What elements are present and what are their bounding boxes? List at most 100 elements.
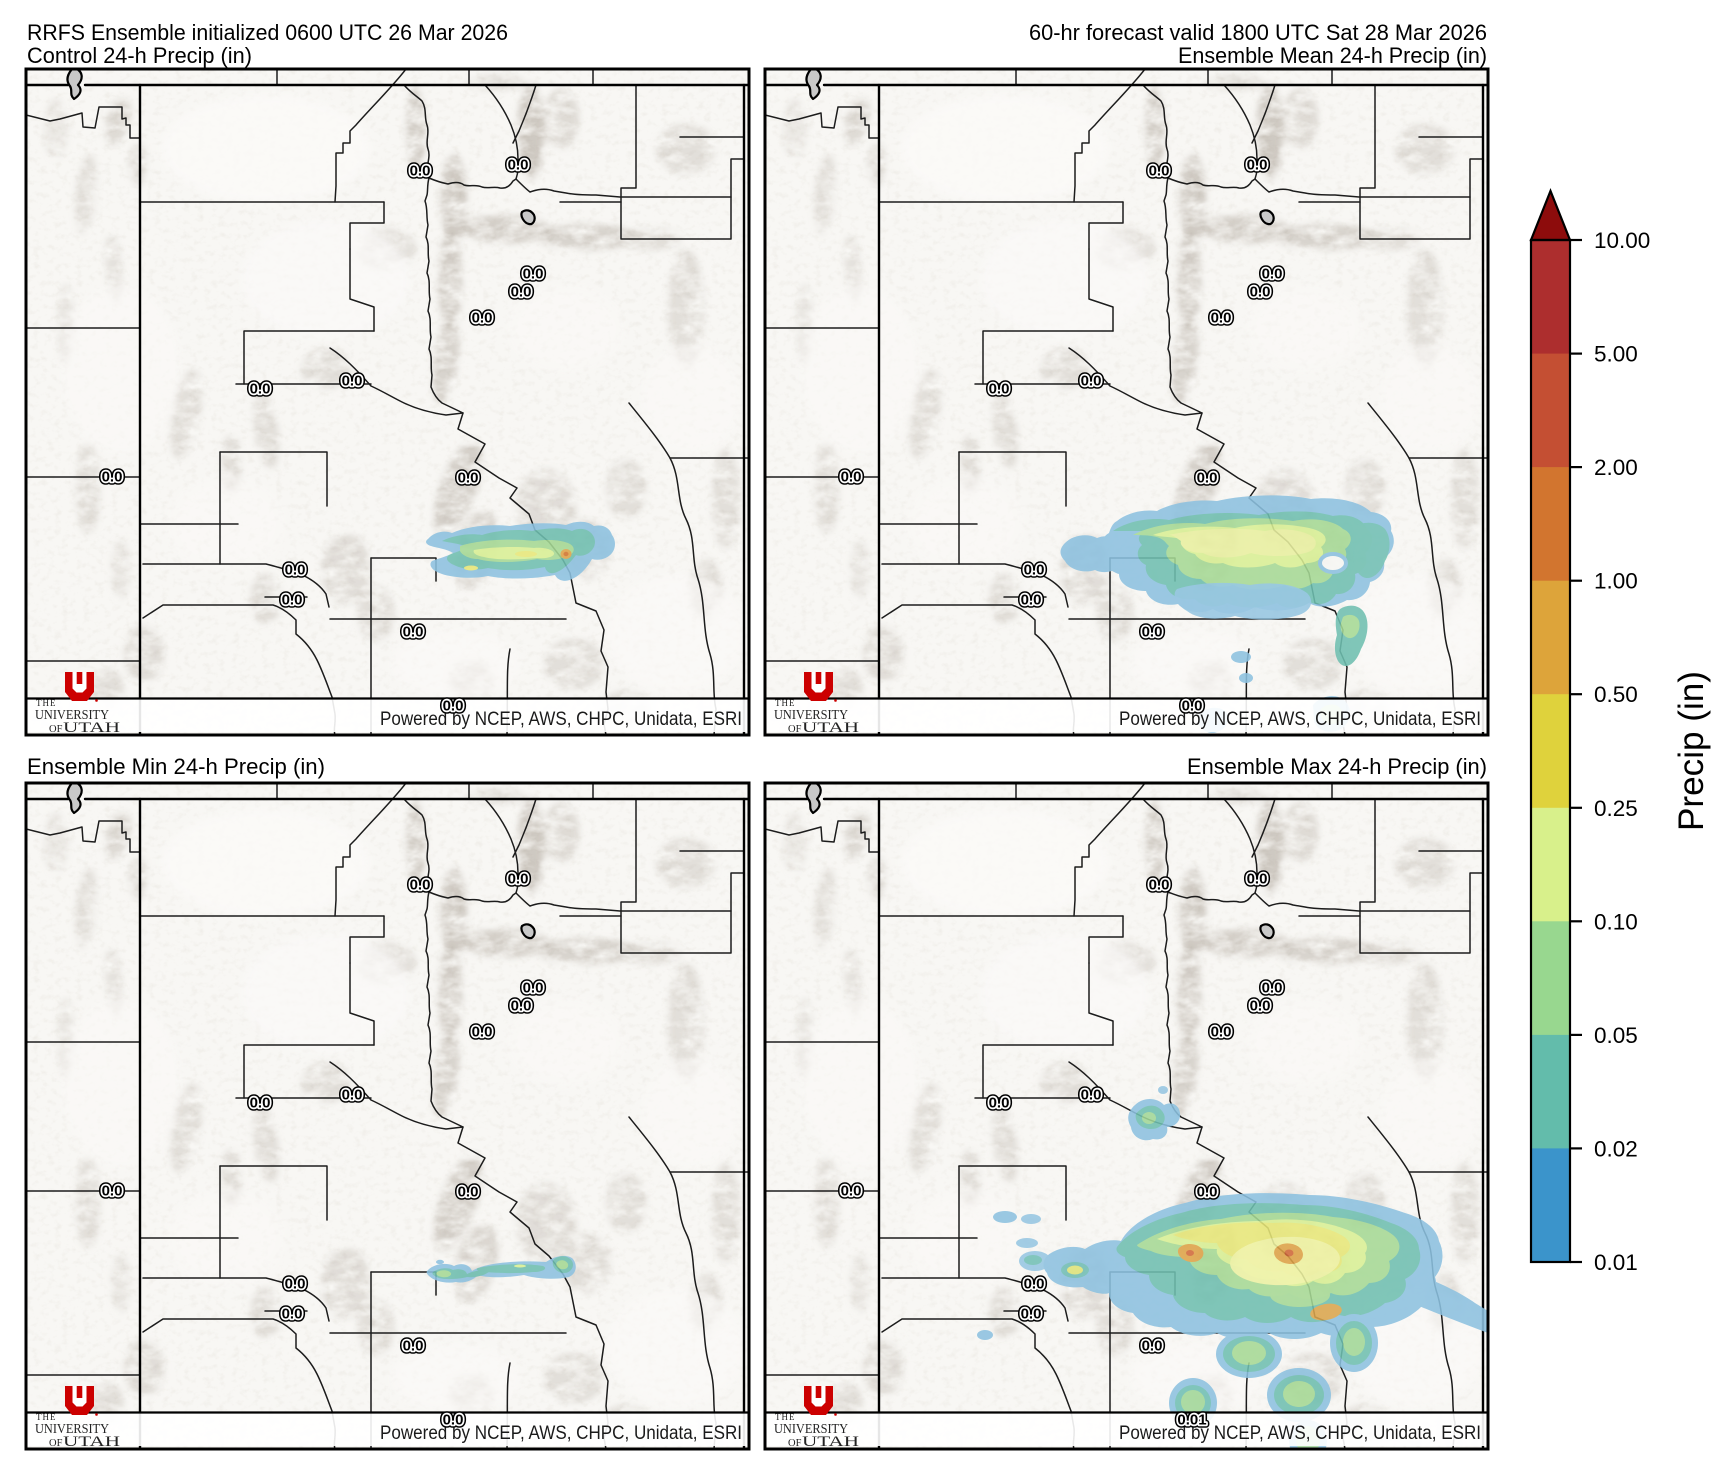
- svg-text:0.0: 0.0: [989, 1095, 1010, 1112]
- svg-text:0.0: 0.0: [250, 1095, 271, 1112]
- svg-text:0.0: 0.0: [285, 1276, 306, 1293]
- svg-text:0.0: 0.0: [1182, 698, 1203, 715]
- svg-text:0.0: 0.0: [1197, 1184, 1218, 1201]
- svg-text:0.0: 0.0: [282, 1306, 303, 1323]
- svg-text:0.0: 0.0: [342, 1087, 363, 1104]
- svg-text:0.0: 0.0: [1250, 284, 1271, 301]
- svg-text:0.0: 0.0: [841, 469, 862, 486]
- svg-text:2.00: 2.00: [1594, 455, 1638, 480]
- svg-text:0.0: 0.0: [841, 1183, 862, 1200]
- svg-text:0.0: 0.0: [508, 871, 529, 888]
- svg-text:0.0: 0.0: [1021, 592, 1042, 609]
- svg-text:0.0: 0.0: [1142, 1338, 1163, 1355]
- svg-text:0.0: 0.0: [458, 470, 479, 487]
- svg-text:0.0: 0.0: [989, 381, 1010, 398]
- svg-text:0.25: 0.25: [1594, 796, 1638, 821]
- svg-text:0.0: 0.0: [1182, 698, 1203, 715]
- svg-text:0.0: 0.0: [342, 1087, 363, 1104]
- svg-text:0.0: 0.0: [410, 163, 431, 180]
- svg-text:0.0: 0.0: [282, 592, 303, 609]
- svg-text:5.00: 5.00: [1594, 342, 1638, 367]
- svg-text:0.0: 0.0: [1247, 157, 1268, 174]
- svg-text:0.0: 0.0: [472, 1024, 493, 1041]
- svg-text:0.0: 0.0: [403, 624, 424, 641]
- svg-text:0.0: 0.0: [1149, 163, 1170, 180]
- svg-text:0.0: 0.0: [342, 373, 363, 390]
- svg-text:Precip (in): Precip (in): [1672, 671, 1711, 831]
- svg-text:0.0: 0.0: [1197, 470, 1218, 487]
- svg-text:0.0: 0.0: [511, 998, 532, 1015]
- svg-text:0.0: 0.0: [989, 381, 1010, 398]
- svg-text:0.0: 0.0: [102, 469, 123, 486]
- svg-text:Ensemble Max 24-h Precip (in): Ensemble Max 24-h Precip (in): [1187, 754, 1487, 779]
- svg-text:0.0: 0.0: [523, 266, 544, 283]
- svg-text:0.0: 0.0: [1149, 877, 1170, 894]
- svg-text:0.10: 0.10: [1594, 909, 1638, 934]
- svg-text:0.0: 0.0: [1081, 1087, 1102, 1104]
- svg-text:0.0: 0.0: [1021, 1306, 1042, 1323]
- svg-text:0.0: 0.0: [523, 266, 544, 283]
- svg-text:0.0: 0.0: [1250, 998, 1271, 1015]
- svg-text:0.0: 0.0: [342, 373, 363, 390]
- svg-text:0.0: 0.0: [342, 1087, 363, 1104]
- svg-text:0.0: 0.0: [1149, 163, 1170, 180]
- svg-text:0.0: 0.0: [989, 1095, 1010, 1112]
- svg-text:0.0: 0.0: [1211, 310, 1232, 327]
- svg-text:0.0: 0.0: [1021, 1306, 1042, 1323]
- svg-text:0.0: 0.0: [410, 163, 431, 180]
- svg-text:0.0: 0.0: [1250, 284, 1271, 301]
- svg-text:0.0: 0.0: [511, 998, 532, 1015]
- svg-text:0.0: 0.0: [508, 157, 529, 174]
- svg-text:0.0: 0.0: [1211, 1024, 1232, 1041]
- svg-text:0.0: 0.0: [1250, 998, 1271, 1015]
- svg-text:0.0: 0.0: [1024, 562, 1045, 579]
- svg-text:0.0: 0.0: [1024, 1276, 1045, 1293]
- svg-text:0.0: 0.0: [102, 1183, 123, 1200]
- svg-text:0.0: 0.0: [1024, 1276, 1045, 1293]
- svg-text:0.0: 0.0: [1211, 310, 1232, 327]
- svg-text:0.0: 0.0: [443, 698, 464, 715]
- svg-text:0.0: 0.0: [282, 1306, 303, 1323]
- svg-text:0.0: 0.0: [1262, 266, 1283, 283]
- svg-text:Control 24-h Precip (in): Control 24-h Precip (in): [27, 43, 252, 68]
- svg-text:0.0: 0.0: [511, 284, 532, 301]
- svg-text:0.0: 0.0: [443, 1412, 464, 1429]
- svg-text:0.0: 0.0: [1021, 592, 1042, 609]
- svg-text:0.0: 0.0: [472, 310, 493, 327]
- svg-text:10.00: 10.00: [1594, 228, 1650, 253]
- svg-text:0.0: 0.0: [458, 470, 479, 487]
- svg-text:0.50: 0.50: [1594, 682, 1638, 707]
- svg-text:0.0: 0.0: [1024, 1276, 1045, 1293]
- svg-text:0.0: 0.0: [523, 266, 544, 283]
- svg-text:0.0: 0.0: [511, 284, 532, 301]
- svg-text:0.0: 0.0: [458, 1184, 479, 1201]
- svg-text:0.0: 0.0: [458, 470, 479, 487]
- svg-text:0.0: 0.0: [1211, 1024, 1232, 1041]
- svg-text:1.00: 1.00: [1594, 569, 1638, 594]
- svg-text:0.0: 0.0: [1197, 470, 1218, 487]
- svg-text:0.01: 0.01: [1177, 1412, 1206, 1429]
- svg-text:0.0: 0.0: [523, 980, 544, 997]
- svg-text:RRFS Ensemble initialized 0600: RRFS Ensemble initialized 0600 UTC 26 Ma…: [27, 20, 508, 45]
- svg-text:0.0: 0.0: [472, 310, 493, 327]
- svg-text:0.0: 0.0: [523, 980, 544, 997]
- svg-text:0.0: 0.0: [523, 980, 544, 997]
- svg-text:0.0: 0.0: [443, 698, 464, 715]
- svg-text:0.0: 0.0: [1149, 877, 1170, 894]
- svg-text:Ensemble Min 24-h Precip (in): Ensemble Min 24-h Precip (in): [27, 754, 325, 779]
- svg-text:0.0: 0.0: [508, 157, 529, 174]
- svg-text:0.0: 0.0: [410, 163, 431, 180]
- svg-text:0.0: 0.0: [403, 1338, 424, 1355]
- svg-text:0.0: 0.0: [1081, 1087, 1102, 1104]
- svg-text:0.0: 0.0: [443, 698, 464, 715]
- svg-text:0.0: 0.0: [508, 871, 529, 888]
- svg-text:0.0: 0.0: [403, 624, 424, 641]
- svg-text:0.0: 0.0: [472, 1024, 493, 1041]
- svg-text:0.0: 0.0: [1250, 284, 1271, 301]
- svg-text:0.0: 0.0: [1262, 266, 1283, 283]
- svg-text:0.0: 0.0: [511, 998, 532, 1015]
- svg-text:0.0: 0.0: [1211, 310, 1232, 327]
- svg-text:0.0: 0.0: [1247, 157, 1268, 174]
- svg-text:0.0: 0.0: [102, 1183, 123, 1200]
- svg-text:0.0: 0.0: [1149, 163, 1170, 180]
